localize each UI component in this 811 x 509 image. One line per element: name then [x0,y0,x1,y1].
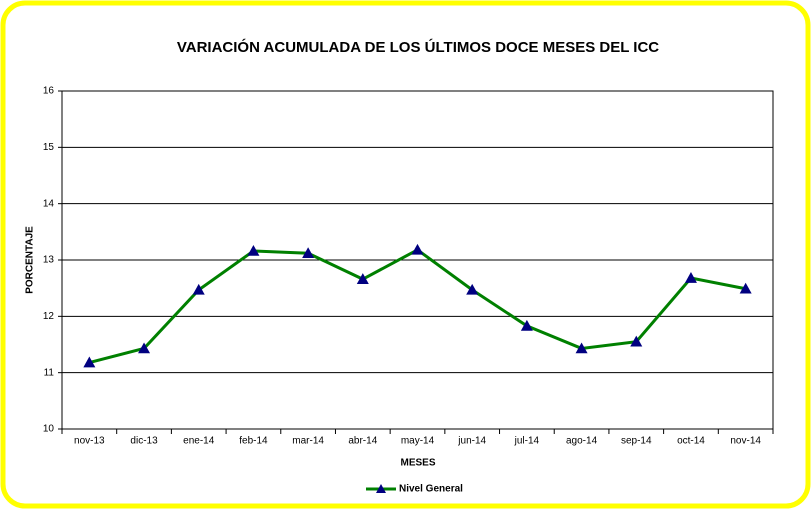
legend-label: Nivel General [399,484,463,495]
y-tick-label: 10 [43,424,55,435]
marker [247,244,260,256]
legend-marker [376,484,386,493]
marker [356,273,369,284]
x-tick-label: abr-14 [348,436,377,447]
plot-area [61,90,774,430]
marker [684,272,697,283]
y-tick-label: 12 [43,311,55,322]
marker [739,282,752,294]
x-tick-label: jun-14 [457,436,486,447]
x-tick-label: feb-14 [239,436,268,447]
x-tick-label: nov-14 [730,436,761,447]
y-tick-label: 16 [43,86,55,97]
marker [520,319,533,331]
x-tick-label: jul-14 [514,436,540,447]
marker [302,247,315,259]
x-axis-label: MESES [400,458,435,469]
x-tick-label: nov-13 [74,436,105,447]
x-tick-label: may-14 [401,436,435,447]
x-tick-label: oct-14 [677,436,705,447]
marker [411,243,424,255]
y-tick-label: 14 [43,198,55,209]
marker [192,283,205,295]
chart-title: VARIACIÓN ACUMULADA DE LOS ÚLTIMOS DOCE … [177,38,659,56]
marker [630,335,643,347]
x-tick-label: ago-14 [566,436,598,447]
x-tick-label: mar-14 [292,436,324,447]
marker [83,356,96,368]
marker [138,342,151,354]
marker [466,283,479,295]
y-tick-label: 15 [43,142,55,153]
x-tick-label: sep-14 [621,436,652,447]
marker [575,342,588,354]
x-tick-label: ene-14 [183,436,215,447]
y-tick-label: 11 [44,367,55,378]
y-tick-label: 13 [43,255,55,266]
y-axis-label: PORCENTAJE [25,226,36,294]
x-tick-label: dic-13 [130,436,158,447]
